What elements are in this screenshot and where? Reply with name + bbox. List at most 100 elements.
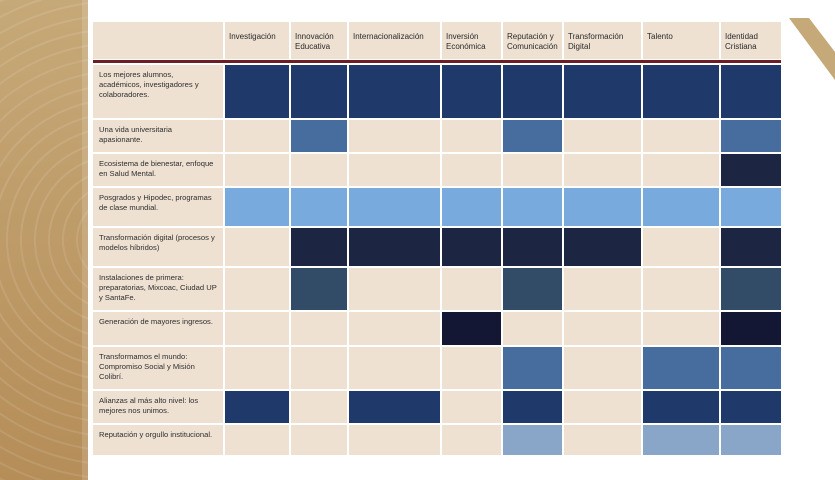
matrix-cell (291, 228, 347, 266)
matrix-cell (721, 120, 781, 152)
matrix-cell (442, 391, 501, 423)
matrix-cell (721, 65, 781, 118)
header-divider (93, 60, 781, 63)
matrix-cell (349, 228, 440, 266)
matrix-cell (442, 65, 501, 118)
matrix-cell (503, 154, 562, 186)
matrix-cell (721, 391, 781, 423)
row-label: Transformación digital (procesos y model… (93, 228, 223, 266)
matrix-cell (643, 268, 719, 310)
row-label: Posgrados y Hipodec, programas de clase … (93, 188, 223, 226)
priorities-matrix: Investigación Innovación Educativa Inter… (93, 22, 781, 457)
decorative-gold-band (0, 0, 88, 480)
matrix-cell (503, 120, 562, 152)
matrix-cell (564, 268, 641, 310)
matrix-cell (564, 347, 641, 389)
matrix-cell (442, 312, 501, 345)
matrix-cell (291, 268, 347, 310)
matrix-cell (225, 154, 289, 186)
matrix-cell (721, 312, 781, 345)
matrix-cell (442, 188, 501, 226)
matrix-cell (349, 425, 440, 455)
matrix-cell (442, 154, 501, 186)
matrix-cell (503, 425, 562, 455)
row-label: Instalaciones de primera: preparatorias,… (93, 268, 223, 310)
row-label: Una vida universitaria apasionante. (93, 120, 223, 152)
matrix-cell (225, 312, 289, 345)
matrix-cell (564, 188, 641, 226)
column-header: Innovación Educativa (291, 22, 347, 59)
matrix-cell (503, 268, 562, 310)
matrix-cell (564, 154, 641, 186)
matrix-cell (503, 228, 562, 266)
header-corner (93, 22, 223, 59)
decorative-corner-stripe (789, 18, 835, 80)
column-header: Identidad Cristiana (721, 22, 781, 59)
matrix-cell (225, 188, 289, 226)
matrix-cell (225, 425, 289, 455)
matrix-cell (643, 65, 719, 118)
matrix-cell (643, 154, 719, 186)
matrix-cell (291, 154, 347, 186)
column-header: Investigación (225, 22, 289, 59)
matrix-cell (349, 347, 440, 389)
matrix-cell (643, 425, 719, 455)
row-label: Generación de mayores ingresos. (93, 312, 223, 345)
matrix-cell (503, 65, 562, 118)
matrix-cell (225, 228, 289, 266)
row-label: Los mejores alumnos, académicos, investi… (93, 65, 223, 118)
column-header: Talento (643, 22, 719, 59)
matrix-cell (291, 120, 347, 152)
matrix-cell (225, 65, 289, 118)
matrix-cell (721, 425, 781, 455)
matrix-cell (643, 120, 719, 152)
matrix-cell (643, 391, 719, 423)
matrix-cell (564, 65, 641, 118)
matrix-cell (721, 228, 781, 266)
column-header: Transformación Digital (564, 22, 641, 59)
matrix-cell (564, 120, 641, 152)
row-label: Alianzas al más alto nivel: los mejores … (93, 391, 223, 423)
matrix-cell (564, 391, 641, 423)
matrix-cell (442, 268, 501, 310)
matrix-cell (643, 188, 719, 226)
matrix-cell (225, 120, 289, 152)
matrix-cell (503, 188, 562, 226)
matrix-cell (643, 312, 719, 345)
matrix-cell (291, 347, 347, 389)
column-header: Internacionalización (349, 22, 440, 59)
matrix-cell (349, 154, 440, 186)
column-header: Reputación y Comunicación (503, 22, 562, 59)
matrix-cell (291, 188, 347, 226)
matrix-cell (225, 347, 289, 389)
matrix-cell (225, 391, 289, 423)
matrix-cell (349, 391, 440, 423)
matrix-cell (721, 188, 781, 226)
matrix-cell (721, 268, 781, 310)
matrix-cell (564, 425, 641, 455)
matrix-cell (442, 347, 501, 389)
column-header: Inversión Económica (442, 22, 501, 59)
matrix-cell (564, 228, 641, 266)
matrix-cell (442, 120, 501, 152)
matrix-cell (291, 312, 347, 345)
matrix-cell (503, 391, 562, 423)
matrix-cell (291, 65, 347, 118)
matrix-cell (349, 312, 440, 345)
matrix-cell (349, 188, 440, 226)
row-label: Ecosistema de bienestar, enfoque en Salu… (93, 154, 223, 186)
matrix-cell (721, 154, 781, 186)
matrix-cell (442, 228, 501, 266)
matrix-cell (503, 312, 562, 345)
row-label: Reputación y orgullo institucional. (93, 425, 223, 455)
matrix-cell (349, 65, 440, 118)
matrix-cell (643, 347, 719, 389)
matrix-cell (291, 425, 347, 455)
row-label: Transformamos el mundo: Compromiso Socia… (93, 347, 223, 389)
matrix-cell (721, 347, 781, 389)
matrix-cell (503, 347, 562, 389)
matrix-cell (564, 312, 641, 345)
matrix-cell (291, 391, 347, 423)
matrix-grid: Investigación Innovación Educativa Inter… (93, 22, 781, 457)
matrix-cell (442, 425, 501, 455)
